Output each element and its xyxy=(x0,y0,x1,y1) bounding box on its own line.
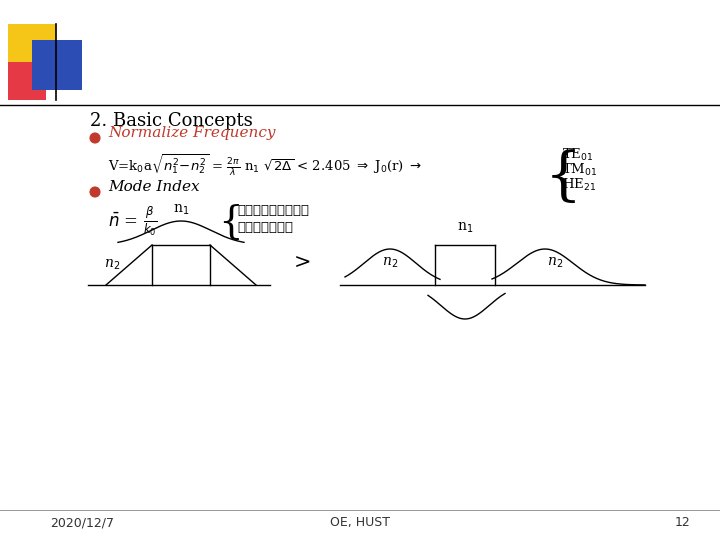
Text: n$_2$: n$_2$ xyxy=(382,256,398,270)
Text: n$_1$: n$_1$ xyxy=(456,221,473,235)
Text: 12: 12 xyxy=(674,516,690,529)
Text: 2. Basic Concepts: 2. Basic Concepts xyxy=(90,112,253,130)
Text: 模式在光纤中的分布: 模式在光纤中的分布 xyxy=(237,204,309,217)
Text: 2020/12/7: 2020/12/7 xyxy=(50,516,114,529)
Text: OE, HUST: OE, HUST xyxy=(330,516,390,529)
Text: TM$_{01}$: TM$_{01}$ xyxy=(562,162,598,178)
Text: n$_2$: n$_2$ xyxy=(104,258,120,272)
Text: 光纤折射率分布: 光纤折射率分布 xyxy=(237,221,293,234)
Text: V=k$_0$a$\sqrt{n_1^2\!-\!n_2^2}$ = $\frac{2\pi}{\lambda}$ n$_1$ $\sqrt{2\Delta}$: V=k$_0$a$\sqrt{n_1^2\!-\!n_2^2}$ = $\fra… xyxy=(108,152,422,178)
Bar xyxy=(32,40,82,90)
Text: {: { xyxy=(218,204,243,241)
Text: Normalize Frequency: Normalize Frequency xyxy=(108,126,276,140)
Text: n$_1$: n$_1$ xyxy=(173,202,189,217)
Text: $\bar{n}$ = $\frac{\beta}{k_0}$: $\bar{n}$ = $\frac{\beta}{k_0}$ xyxy=(108,204,157,238)
Bar xyxy=(8,24,56,72)
Text: {: { xyxy=(545,150,582,206)
Text: Mode Index: Mode Index xyxy=(108,180,199,194)
Circle shape xyxy=(90,187,100,197)
Text: HE$_{21}$: HE$_{21}$ xyxy=(562,177,596,193)
Bar xyxy=(8,62,46,100)
Text: n$_2$: n$_2$ xyxy=(547,256,563,270)
Circle shape xyxy=(90,133,100,143)
Text: >: > xyxy=(293,253,311,273)
Text: TE$_{01}$: TE$_{01}$ xyxy=(562,147,593,163)
